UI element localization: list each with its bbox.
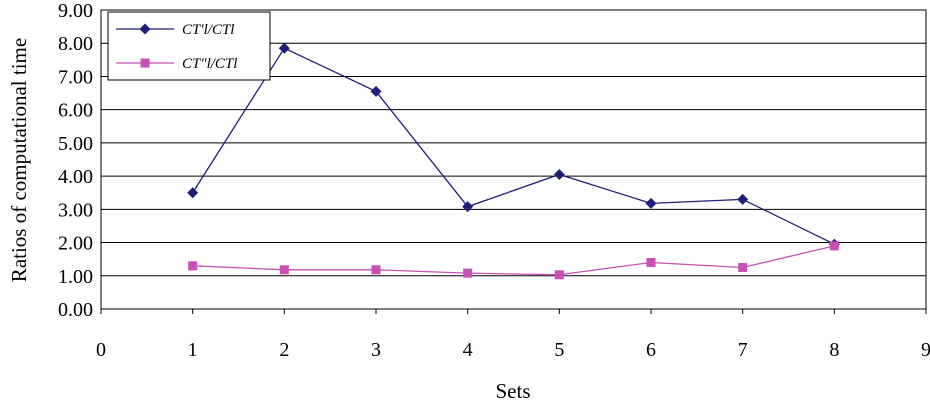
data-point bbox=[646, 257, 656, 267]
data-point bbox=[462, 201, 474, 213]
x-tick-label: 4 bbox=[463, 339, 473, 361]
legend: CT′l/CTl CT″l/CTl bbox=[107, 11, 271, 81]
data-point bbox=[737, 193, 749, 205]
data-point bbox=[829, 241, 839, 251]
y-tick-label: 3.00 bbox=[58, 199, 93, 221]
x-axis-ticks bbox=[100, 309, 927, 314]
data-point bbox=[187, 187, 199, 199]
y-tick-label: 4.00 bbox=[58, 166, 93, 188]
series-lines bbox=[187, 42, 840, 280]
data-point bbox=[553, 168, 565, 180]
data-point bbox=[645, 197, 657, 209]
x-tick-label: 2 bbox=[279, 339, 289, 361]
x-tick-label: 7 bbox=[738, 339, 748, 361]
data-point bbox=[278, 42, 290, 54]
legend-label: CT′l/CTl bbox=[182, 22, 234, 38]
data-point bbox=[371, 265, 381, 275]
x-tick-label: 1 bbox=[188, 339, 198, 361]
legend-marker bbox=[140, 58, 150, 68]
y-tick-label: 0.00 bbox=[58, 299, 93, 321]
data-point bbox=[738, 262, 748, 272]
x-tick-label: 6 bbox=[646, 339, 656, 361]
y-tick-label: 6.00 bbox=[58, 100, 93, 122]
legend-box bbox=[107, 11, 271, 81]
data-point bbox=[554, 270, 564, 280]
x-tick-label: 8 bbox=[829, 339, 839, 361]
series-line bbox=[192, 245, 835, 276]
legend-label: CT″l/CTl bbox=[182, 56, 237, 72]
x-axis-title: Sets bbox=[495, 379, 530, 403]
data-point bbox=[463, 268, 473, 278]
y-tick-label: 9.00 bbox=[58, 0, 93, 22]
y-tick-label: 7.00 bbox=[58, 66, 93, 88]
data-point bbox=[279, 265, 289, 275]
y-tick-labels: 0.00 1.00 2.00 3.00 4.00 5.00 6.00 7.00 8.00 9.00 bbox=[58, 0, 93, 321]
series-line bbox=[192, 47, 835, 245]
y-tick-label: 2.00 bbox=[58, 233, 93, 255]
series-2 bbox=[188, 241, 839, 280]
x-tick-label: 5 bbox=[554, 339, 564, 361]
y-axis-title: Ratios of computational time bbox=[7, 38, 31, 282]
y-tick-label: 1.00 bbox=[58, 266, 93, 288]
legend-marker bbox=[139, 23, 151, 35]
series-1 bbox=[187, 42, 840, 250]
x-tick-label: 3 bbox=[371, 339, 381, 361]
x-tick-label: 9 bbox=[921, 339, 930, 361]
data-point bbox=[370, 85, 382, 97]
x-tick-label: 0 bbox=[96, 339, 106, 361]
data-point bbox=[188, 261, 198, 271]
y-tick-label: 5.00 bbox=[58, 133, 93, 155]
x-tick-labels: 0 1 2 3 4 5 6 7 8 9 bbox=[96, 339, 930, 361]
y-tick-label: 8.00 bbox=[58, 33, 93, 55]
